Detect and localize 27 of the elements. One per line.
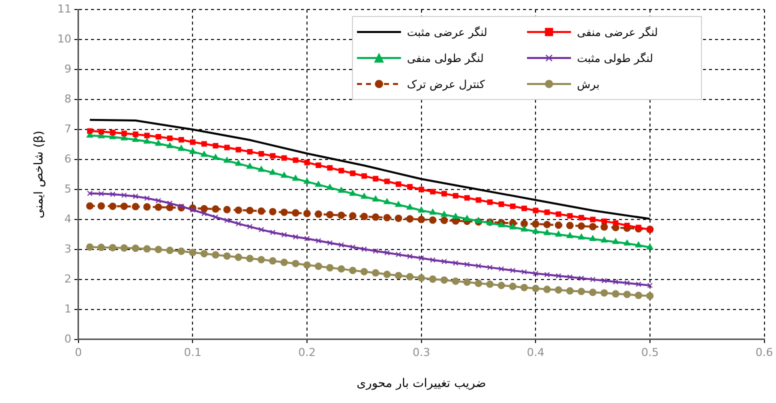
y-tick-label: 9	[64, 62, 72, 76]
x-tick-label: 0	[74, 346, 82, 359]
x-tick-label: 0.4	[526, 346, 544, 359]
y-tick-label: 10	[57, 32, 72, 46]
legend-label: کنترل عرض ترک	[407, 78, 485, 90]
y-tick-label: 1	[64, 302, 72, 316]
y-axis-title: شاخص ایمنی (β)	[31, 130, 46, 218]
x-tick-label: 0.6	[756, 346, 774, 359]
x-tick-label: 0.1	[184, 346, 202, 359]
legend-label: لنگر طولی مثبت	[577, 52, 654, 64]
y-tick-label: 4	[64, 212, 72, 226]
y-tick-label: 11	[57, 2, 72, 16]
legend-label: لنگر عرضی منفی	[577, 26, 658, 38]
y-tick-label: 5	[64, 182, 72, 196]
y-tick-label: 0	[64, 332, 72, 346]
y-tick-label: 7	[64, 122, 72, 136]
x-tick-label: 0.2	[298, 346, 316, 359]
legend-label: لنگر عرضی مثبت	[407, 26, 488, 38]
y-tick-label: 6	[64, 152, 72, 166]
legend-label: لنگر طولی منفی	[407, 52, 484, 64]
legend-label: برش	[577, 78, 600, 90]
x-tick-label: 0.5	[641, 346, 659, 359]
x-tick-label: 0.3	[412, 346, 430, 359]
y-tick-label: 2	[64, 272, 72, 286]
x-axis-title: ضریب تغییرات بار محوری	[356, 376, 486, 390]
y-tick-label: 3	[64, 242, 72, 256]
y-tick-label: 8	[64, 92, 72, 106]
